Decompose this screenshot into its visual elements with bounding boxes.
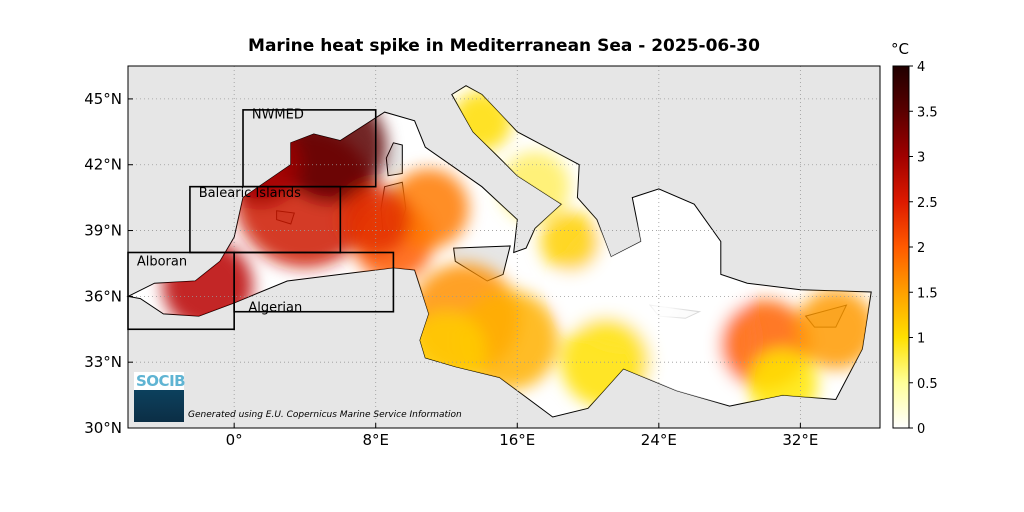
region-label: Alboran: [137, 254, 187, 269]
colorbar-tick-label: 1: [917, 332, 925, 347]
lat-tick-label: 42°N: [84, 156, 122, 174]
region-label: NWMED: [252, 107, 304, 122]
region-label: Algerian: [248, 300, 302, 315]
lat-axis: 45°N 42°N 39°N 36°N 33°N 30°N: [84, 90, 133, 437]
map-title: Marine heat spike in Mediterranean Sea -…: [248, 36, 760, 56]
colorbar-tick-label: 0: [917, 422, 925, 437]
credit-text: Generated using E.U. Copernicus Marine S…: [188, 410, 462, 420]
heat-blob: [634, 280, 755, 401]
lat-tick-label: 30°N: [84, 419, 122, 437]
colorbar-unit: °C: [891, 40, 909, 58]
lon-tick-label: 24°E: [641, 431, 677, 449]
heat-blob: [540, 211, 601, 272]
colorbar-tick-label: 2: [917, 241, 925, 256]
region-box: [233, 251, 395, 313]
lat-tick-label: 39°N: [84, 222, 122, 240]
heat-blob: [795, 289, 872, 370]
lat-tick-label: 45°N: [84, 90, 122, 108]
lon-tick-label: 8°E: [362, 431, 389, 449]
colorbar-ticks: 0 0.5 1 1.5 2 2.5 3 3.5 4: [909, 60, 938, 437]
colorbar-tick-label: 1.5: [917, 286, 938, 301]
colorbar: [892, 65, 910, 429]
heat-blob: [340, 184, 411, 255]
region-label: Balearic Islands: [199, 186, 301, 201]
lon-tick-label: 16°E: [499, 431, 535, 449]
lon-axis: 0° 8°E 16°E 24°E 32°E: [226, 423, 818, 449]
lon-tick-label: 32°E: [782, 431, 818, 449]
map-frame: [127, 65, 881, 429]
colorbar-tick-label: 3.5: [917, 105, 938, 120]
colorbar-tick-label: 3: [917, 151, 925, 166]
lat-tick-label: 36°N: [84, 287, 122, 305]
colorbar-tick-label: 4: [917, 60, 925, 75]
lat-tick-label: 33°N: [84, 353, 122, 371]
island: [385, 142, 403, 177]
colorbar-tick-label: 0.5: [917, 377, 938, 392]
logo-text: SOCIB: [136, 372, 186, 390]
colorbar-tick-label: 2.5: [917, 196, 938, 211]
socib-logo: SOCIB: [134, 372, 186, 422]
lon-tick-label: 0°: [226, 431, 243, 449]
